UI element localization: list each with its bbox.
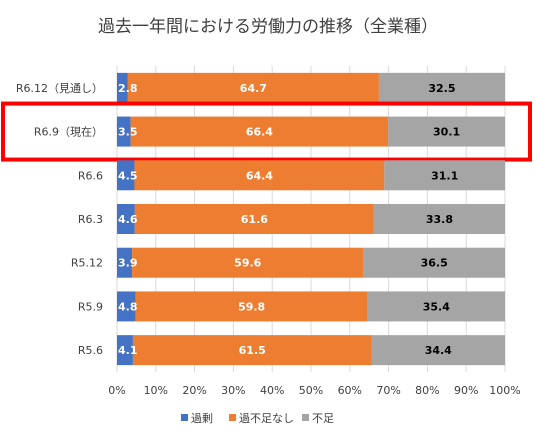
legend-label: 過不足なし xyxy=(239,412,294,425)
bar-segment xyxy=(134,160,385,191)
x-tick-label: 90% xyxy=(454,384,478,397)
bar-segment xyxy=(135,291,368,322)
data-label: 33.8 xyxy=(426,213,453,226)
bar-segment xyxy=(363,247,505,278)
legend-swatch xyxy=(229,414,236,421)
labels: 0% 10% 20% 30% 40% 50% 60% 70% 80% 90% 100% 2.8 64.7… xyxy=(16,82,521,397)
bar-segment xyxy=(117,291,136,322)
category-label: R6.9（現在） xyxy=(34,126,103,139)
bar-segment xyxy=(132,335,372,366)
x-tick-label: 100% xyxy=(489,384,520,397)
data-label: 3.9 xyxy=(118,257,138,270)
legend-label: 過剰 xyxy=(191,412,213,425)
x-tick-label: 60% xyxy=(338,384,362,397)
x-tick-label: 50% xyxy=(299,384,323,397)
data-label: 4.8 xyxy=(118,300,138,313)
legend-label: 不足 xyxy=(312,412,334,425)
category-label: R6.3 xyxy=(78,213,103,226)
x-tick-label: 80% xyxy=(415,384,439,397)
highlight-box xyxy=(1,101,532,162)
bar-segment xyxy=(367,291,505,322)
data-label: 59.8 xyxy=(238,300,265,313)
bar-segment xyxy=(384,160,505,191)
bar-segment xyxy=(134,204,374,234)
category-label: R6.6 xyxy=(78,169,103,182)
data-label: 59.6 xyxy=(234,257,261,270)
data-label: 4.1 xyxy=(118,344,138,357)
bar-segment xyxy=(127,72,379,103)
bar-segment xyxy=(117,160,135,191)
legend: 過剰 過不足なし 不足 xyxy=(181,412,334,425)
x-tick-label: 20% xyxy=(182,384,206,397)
x-tick-label: 10% xyxy=(144,384,168,397)
data-label: 61.5 xyxy=(239,344,266,357)
data-label: 61.6 xyxy=(241,213,268,226)
data-label: 66.4 xyxy=(246,126,273,139)
data-label: 2.8 xyxy=(118,82,138,95)
category-label: R5.6 xyxy=(78,344,103,357)
data-label: 30.1 xyxy=(433,126,460,139)
data-label: 3.5 xyxy=(118,126,138,139)
data-label: 34.4 xyxy=(425,344,452,357)
x-tick-label: 70% xyxy=(376,384,400,397)
bar-segment xyxy=(378,72,505,103)
data-label: 64.4 xyxy=(246,169,273,182)
chart-title: 過去一年間における労働力の推移（全業種） xyxy=(98,17,438,37)
category-label: R5.9 xyxy=(78,300,103,313)
data-label: 36.5 xyxy=(421,257,448,270)
bar-segment xyxy=(388,116,505,147)
bars xyxy=(1,72,532,366)
x-tick-label: 30% xyxy=(221,384,245,397)
bar-segment xyxy=(117,72,128,103)
data-label: 4.5 xyxy=(118,169,138,182)
bar-segment xyxy=(373,204,505,234)
data-label: 31.1 xyxy=(431,169,458,182)
bar-segment xyxy=(117,335,133,366)
category-label: R5.12 xyxy=(71,257,103,270)
bar-segment xyxy=(117,204,135,234)
bar-segment xyxy=(371,335,505,366)
bar-segment xyxy=(130,116,389,147)
data-label: 64.7 xyxy=(240,82,267,95)
legend-swatch xyxy=(302,414,309,421)
bar-segment xyxy=(132,247,364,278)
data-label: 35.4 xyxy=(423,300,450,313)
legend-swatch xyxy=(181,414,188,421)
bar-segment xyxy=(117,116,131,147)
data-label: 4.6 xyxy=(118,213,138,226)
category-label: R6.12（見通し） xyxy=(16,82,103,95)
x-tick-label: 40% xyxy=(260,384,284,397)
bar-segment xyxy=(117,247,133,278)
data-label: 32.5 xyxy=(428,82,455,95)
x-tick-label: 0% xyxy=(108,384,125,397)
